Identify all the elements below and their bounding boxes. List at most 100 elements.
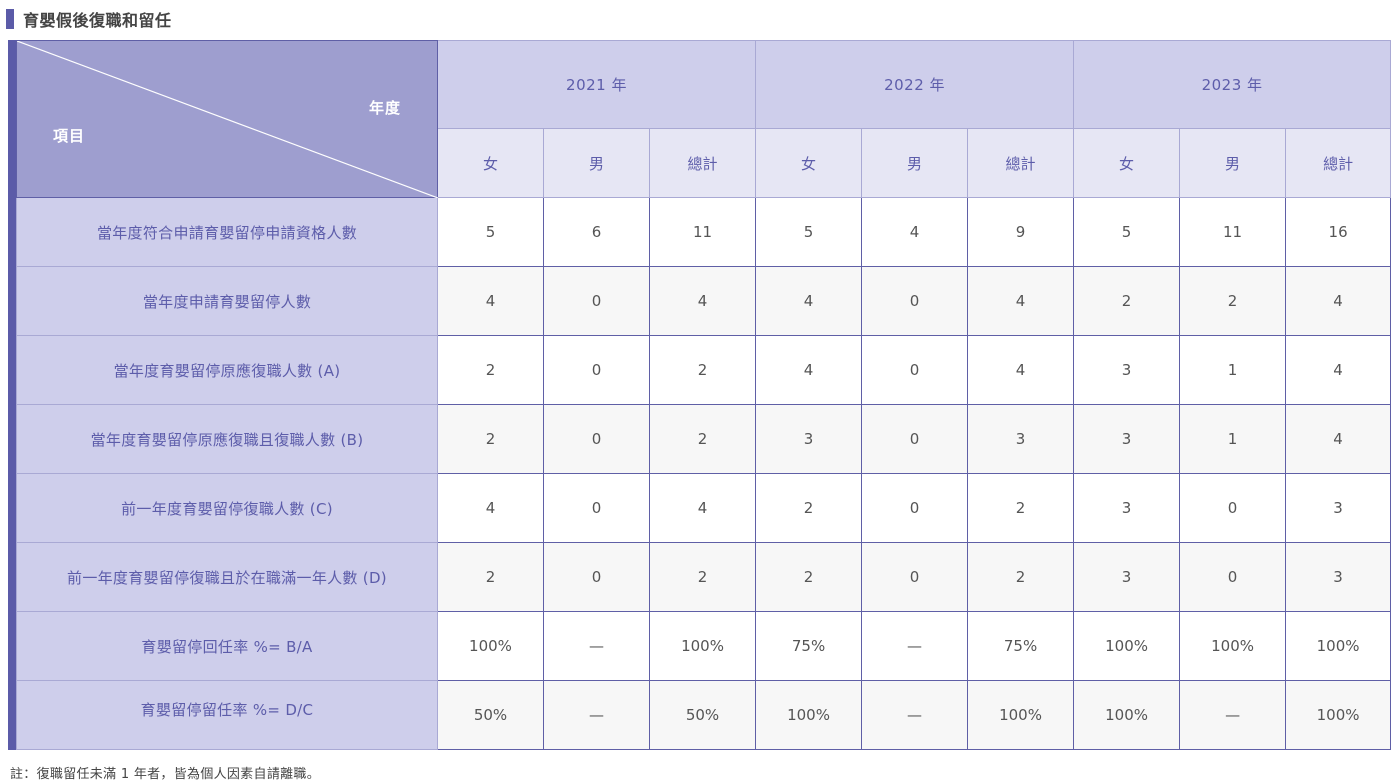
table-cell: 9 bbox=[967, 197, 1075, 267]
parental-leave-table: 年度 項目 2021 年 2022 年 2023 年 女 男 總計 女 男 總計… bbox=[16, 40, 1392, 750]
subheader-male: 男 bbox=[1179, 128, 1287, 198]
table-row: 前一年度育嬰留停復職且於在職滿一年人數 (D) 2 0 2 2 0 2 3 0 … bbox=[16, 542, 1392, 612]
table-cell: 2 bbox=[648, 404, 757, 474]
table-cell: 4 bbox=[437, 266, 544, 336]
table-cell: 11 bbox=[1179, 197, 1287, 267]
table-cell: 0 bbox=[861, 266, 969, 336]
row-label: 當年度申請育嬰留停人數 bbox=[16, 266, 438, 336]
table-cell: 2 bbox=[1073, 266, 1181, 336]
table-cell: 2 bbox=[648, 335, 757, 405]
subheader-female: 女 bbox=[1073, 128, 1181, 198]
subheader-total: 總計 bbox=[648, 128, 757, 198]
subheader-male: 男 bbox=[861, 128, 969, 198]
table-cell: 2 bbox=[437, 335, 544, 405]
table-row: 育嬰留停留任率 %= D/C 50% — 50% 100% — 100% 100… bbox=[16, 680, 1392, 750]
table-cell: 50% bbox=[648, 680, 757, 750]
table-cell: 0 bbox=[861, 404, 969, 474]
table-cell: 100% bbox=[1073, 611, 1181, 681]
table-cell: 2 bbox=[967, 473, 1075, 543]
diagonal-divider bbox=[17, 41, 438, 198]
table-cell: 0 bbox=[1179, 542, 1287, 612]
table-cell: 100% bbox=[755, 680, 863, 750]
table-cell: 16 bbox=[1285, 197, 1392, 267]
table-cell: — bbox=[543, 611, 650, 681]
row-label: 前一年度育嬰留停復職且於在職滿一年人數 (D) bbox=[16, 542, 438, 612]
table-cell: 2 bbox=[1179, 266, 1287, 336]
table-cell: 1 bbox=[1179, 335, 1287, 405]
table-cell: 0 bbox=[861, 473, 969, 543]
table-cell: 11 bbox=[648, 197, 757, 267]
table-cell: 2 bbox=[755, 542, 863, 612]
table-cell: 1 bbox=[1179, 404, 1287, 474]
table-cell: 4 bbox=[1285, 404, 1392, 474]
subheader-female: 女 bbox=[755, 128, 863, 198]
table-cell: 4 bbox=[648, 266, 757, 336]
corner-item-label: 項目 bbox=[53, 127, 86, 145]
table-accent-bar bbox=[8, 40, 16, 750]
table-cell: 100% bbox=[1073, 680, 1181, 750]
table-cell: 4 bbox=[861, 197, 969, 267]
row-label: 當年度育嬰留停原應復職人數 (A) bbox=[16, 335, 438, 405]
corner-header-cell: 年度 項目 bbox=[16, 40, 438, 198]
year-header-row: 年度 項目 2021 年 2022 年 2023 年 bbox=[16, 40, 1392, 198]
row-label: 育嬰留停留任率 %= D/C bbox=[16, 680, 438, 750]
table-cell: 6 bbox=[543, 197, 650, 267]
table-cell: 5 bbox=[1073, 197, 1181, 267]
corner-year-label: 年度 bbox=[368, 99, 401, 117]
page-title: 育嬰假後復職和留任 bbox=[23, 11, 172, 30]
table-cell: 100% bbox=[437, 611, 544, 681]
table-cell: 100% bbox=[967, 680, 1075, 750]
gender-header-row: 女 男 總計 女 男 總計 女 男 總計 bbox=[17, 128, 1392, 198]
year-header-2022: 2022 年 bbox=[755, 40, 1075, 129]
table-cell: 3 bbox=[1073, 542, 1181, 612]
table-cell: 5 bbox=[437, 197, 544, 267]
table-cell: 3 bbox=[967, 404, 1075, 474]
table-cell: 3 bbox=[1073, 335, 1181, 405]
table-cell: 2 bbox=[755, 473, 863, 543]
table-row: 育嬰留停回任率 %= B/A 100% — 100% 75% — 75% 100… bbox=[16, 611, 1392, 681]
table-cell: 0 bbox=[1179, 473, 1287, 543]
table-cell: 0 bbox=[543, 266, 650, 336]
table-row: 當年度育嬰留停原應復職且復職人數 (B) 2 0 2 3 0 3 3 1 4 bbox=[16, 404, 1392, 474]
table-cell: — bbox=[543, 680, 650, 750]
table-cell: 4 bbox=[1285, 266, 1392, 336]
table-cell: 75% bbox=[755, 611, 863, 681]
table-cell: 3 bbox=[1073, 404, 1181, 474]
table-cell: 100% bbox=[1285, 680, 1392, 750]
table-cell: 4 bbox=[437, 473, 544, 543]
footnote: 註：復職留任未滿 1 年者，皆為個人因素自請離職。 bbox=[10, 767, 321, 781]
table-cell: 0 bbox=[861, 542, 969, 612]
row-label: 當年度符合申請育嬰留停申請資格人數 bbox=[16, 197, 438, 267]
table-row: 前一年度育嬰留停復職人數 (C) 4 0 4 2 0 2 3 0 3 bbox=[16, 473, 1392, 543]
table-cell: — bbox=[1179, 680, 1287, 750]
table-cell: 0 bbox=[543, 542, 650, 612]
table-cell: 50% bbox=[437, 680, 544, 750]
table-cell: 2 bbox=[437, 542, 544, 612]
year-header-2021: 2021 年 bbox=[436, 40, 757, 129]
table-cell: 4 bbox=[967, 335, 1075, 405]
year-header-2023: 2023 年 bbox=[1073, 40, 1392, 129]
row-label: 當年度育嬰留停原應復職且復職人數 (B) bbox=[16, 404, 438, 474]
table-cell: 3 bbox=[1285, 473, 1392, 543]
row-label: 前一年度育嬰留停復職人數 (C) bbox=[16, 473, 438, 543]
row-label: 育嬰留停回任率 %= B/A bbox=[16, 611, 438, 681]
table-cell: 3 bbox=[755, 404, 863, 474]
table-container: 年度 項目 2021 年 2022 年 2023 年 女 男 總計 女 男 總計… bbox=[8, 40, 1392, 750]
table-cell: 0 bbox=[543, 335, 650, 405]
table-cell: 4 bbox=[755, 335, 863, 405]
table-cell: — bbox=[861, 680, 969, 750]
table-cell: 2 bbox=[967, 542, 1075, 612]
table-row: 當年度申請育嬰留停人數 4 0 4 4 0 4 2 2 4 bbox=[16, 266, 1392, 336]
table-cell: 100% bbox=[648, 611, 757, 681]
table-row: 當年度育嬰留停原應復職人數 (A) 2 0 2 4 0 4 3 1 4 bbox=[16, 335, 1392, 405]
title-accent-bar bbox=[6, 9, 14, 29]
subheader-male: 男 bbox=[543, 128, 650, 198]
table-cell: 0 bbox=[543, 404, 650, 474]
table-cell: 100% bbox=[1285, 611, 1392, 681]
table-cell: — bbox=[861, 611, 969, 681]
table-cell: 100% bbox=[1179, 611, 1287, 681]
table-cell: 4 bbox=[967, 266, 1075, 336]
table-cell: 3 bbox=[1073, 473, 1181, 543]
table-cell: 4 bbox=[648, 473, 757, 543]
